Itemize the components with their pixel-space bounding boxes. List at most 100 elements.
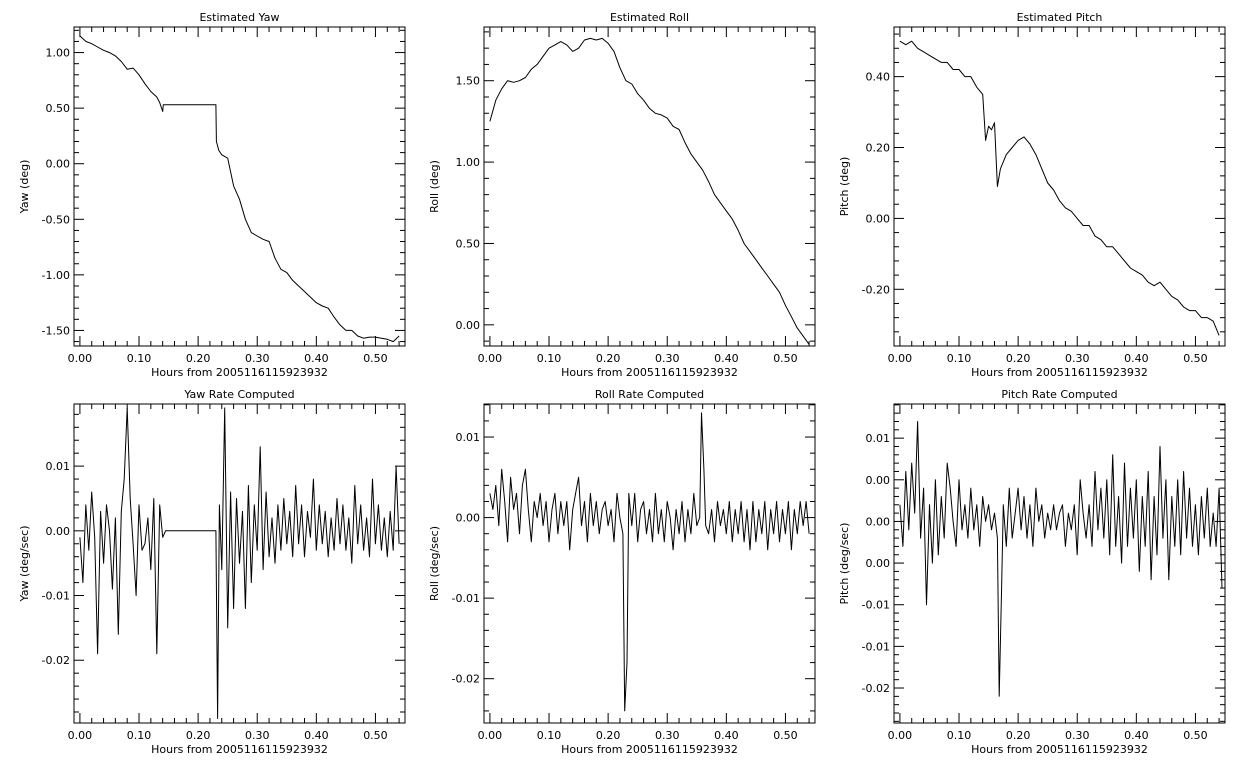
- estimated-yaw-x-tick-label: 0.40: [304, 352, 329, 365]
- estimated-pitch-y-tick-label: 0.00: [866, 212, 891, 225]
- estimated-yaw-series-line: [79, 35, 400, 343]
- estimated-pitch-x-tick-label: 0.20: [1006, 352, 1031, 365]
- roll-rate-y-tick-label: -0.01: [452, 592, 480, 605]
- yaw-rate-x-tick-label: 0.50: [363, 729, 388, 742]
- pitch-rate-plot-frame: [893, 403, 1226, 724]
- estimated-roll-y-tick-label: 1.50: [456, 75, 481, 88]
- estimated-roll-x-tick-label: 0.50: [773, 352, 798, 365]
- estimated-yaw-x-tick-label: 0.50: [363, 352, 388, 365]
- roll-rate-plot-frame: [483, 403, 816, 724]
- estimated-roll-plot-frame: [483, 26, 816, 347]
- estimated-yaw-x-axis-label: Hours from 2005116115923932: [151, 366, 328, 379]
- estimated-pitch-x-tick-label: 0.50: [1183, 352, 1208, 365]
- yaw-rate-y-axis-label: Yaw (deg/sec): [18, 525, 31, 602]
- yaw-rate-x-tick-label: 0.40: [304, 729, 329, 742]
- yaw-rate-plot-frame: [73, 403, 406, 724]
- yaw-rate-x-tick-label: 0.10: [127, 729, 152, 742]
- estimated-pitch-plot-frame: [893, 26, 1226, 347]
- roll-rate-y-tick-label: 0.01: [456, 431, 481, 444]
- yaw-rate-x-tick-label: 0.20: [186, 729, 211, 742]
- roll-rate-x-tick-label: 0.20: [596, 729, 621, 742]
- pitch-rate-y-tick-label: -0.01: [862, 640, 890, 653]
- estimated-yaw-y-tick-label: 0.50: [46, 102, 71, 115]
- estimated-yaw-y-tick-label: -1.50: [42, 324, 70, 337]
- pitch-rate-x-tick-label: 0.30: [1065, 729, 1090, 742]
- roll-rate-x-tick-label: 0.50: [773, 729, 798, 742]
- roll-rate-x-axis-label: Hours from 2005116115923932: [561, 743, 738, 756]
- estimated-yaw-y-tick-label: 0.00: [46, 158, 71, 171]
- pitch-rate-y-tick-label: -0.01: [862, 599, 890, 612]
- yaw-rate-y-tick-label: 0.00: [46, 525, 71, 538]
- estimated-roll-x-tick-label: 0.20: [596, 352, 621, 365]
- estimated-roll-x-axis-label: Hours from 2005116115923932: [561, 366, 738, 379]
- yaw-rate-chart: Yaw Rate Computed Hours from 200511611592…: [18, 388, 406, 756]
- roll-rate-x-tick-label: 0.40: [714, 729, 739, 742]
- roll-rate-chart: Roll Rate Computed Hours from 20051161159…: [428, 388, 816, 756]
- yaw-rate-series-line: [79, 407, 400, 719]
- estimated-pitch-x-axis-label: Hours from 2005116115923932: [971, 366, 1148, 379]
- yaw-rate-y-tick-label: -0.02: [42, 654, 70, 667]
- estimated-roll-x-tick-label: 0.30: [655, 352, 680, 365]
- estimated-pitch-chart: Estimated Pitch Hours from 20051161159239…: [838, 11, 1226, 379]
- yaw-rate-y-tick-label: -0.01: [42, 590, 70, 603]
- estimated-yaw-x-tick-label: 0.20: [186, 352, 211, 365]
- roll-rate-x-tick-label: 0.30: [655, 729, 680, 742]
- estimated-yaw-title: Estimated Yaw: [199, 11, 279, 24]
- estimated-yaw-y-tick-label: -0.50: [42, 213, 70, 226]
- roll-rate-title: Roll Rate Computed: [595, 388, 704, 401]
- estimated-yaw-plot-frame: [73, 26, 406, 347]
- estimated-roll-y-tick-label: 0.00: [456, 319, 481, 332]
- yaw-rate-x-tick-label: 0.00: [68, 729, 93, 742]
- yaw-rate-y-tick-label: 0.01: [46, 460, 71, 473]
- estimated-yaw-y-tick-label: 1.00: [46, 47, 71, 60]
- roll-rate-y-tick-label: -0.02: [452, 673, 480, 686]
- estimated-pitch-x-tick-label: 0.10: [947, 352, 972, 365]
- pitch-rate-x-tick-label: 0.50: [1183, 729, 1208, 742]
- yaw-rate-title: Yaw Rate Computed: [183, 388, 294, 401]
- estimated-yaw-x-tick-label: 0.30: [245, 352, 270, 365]
- estimated-yaw-y-axis-label: Yaw (deg): [18, 160, 31, 215]
- roll-rate-x-tick-label: 0.10: [537, 729, 562, 742]
- estimated-yaw-chart: Estimated Yaw Hours from 2005116115923932…: [18, 11, 406, 379]
- estimated-yaw-y-tick-label: -1.00: [42, 269, 70, 282]
- pitch-rate-x-tick-label: 0.10: [947, 729, 972, 742]
- estimated-roll-y-axis-label: Roll (deg): [428, 160, 441, 213]
- estimated-pitch-x-tick-label: 0.40: [1124, 352, 1149, 365]
- estimated-pitch-series-line: [899, 40, 1220, 336]
- pitch-rate-x-axis-label: Hours from 2005116115923932: [971, 743, 1148, 756]
- pitch-rate-y-tick-label: 0.00: [866, 557, 891, 570]
- estimated-roll-y-tick-label: 1.00: [456, 156, 481, 169]
- estimated-pitch-y-tick-label: 0.40: [866, 71, 891, 84]
- estimated-roll-y-tick-label: 0.50: [456, 237, 481, 250]
- pitch-rate-x-tick-label: 0.20: [1006, 729, 1031, 742]
- yaw-rate-x-axis-label: Hours from 2005116115923932: [151, 743, 328, 756]
- pitch-rate-y-tick-label: 0.01: [866, 432, 891, 445]
- estimated-pitch-title: Estimated Pitch: [1017, 11, 1103, 24]
- pitch-rate-y-tick-label: 0.00: [866, 515, 891, 528]
- estimated-yaw-x-tick-label: 0.10: [127, 352, 152, 365]
- estimated-pitch-y-tick-label: -0.20: [862, 283, 890, 296]
- pitch-rate-x-tick-label: 0.40: [1124, 729, 1149, 742]
- pitch-rate-series-line: [899, 421, 1223, 697]
- pitch-rate-title: Pitch Rate Computed: [1001, 388, 1117, 401]
- roll-rate-series-line: [489, 412, 810, 712]
- yaw-rate-x-tick-label: 0.30: [245, 729, 270, 742]
- pitch-rate-y-axis-label: Pitch (deg/sec): [838, 523, 851, 605]
- estimated-pitch-x-tick-label: 0.30: [1065, 352, 1090, 365]
- estimated-yaw-x-tick-label: 0.00: [68, 352, 93, 365]
- estimated-pitch-y-tick-label: 0.20: [866, 142, 891, 155]
- roll-rate-y-tick-label: 0.00: [456, 512, 481, 525]
- estimated-pitch-x-tick-label: 0.00: [888, 352, 913, 365]
- pitch-rate-chart: Pitch Rate Computed Hours from 2005116115…: [838, 388, 1226, 756]
- roll-rate-y-axis-label: Roll (deg/sec): [428, 526, 441, 601]
- roll-rate-x-tick-label: 0.00: [478, 729, 503, 742]
- estimated-roll-x-tick-label: 0.00: [478, 352, 503, 365]
- estimated-roll-title: Estimated Roll: [610, 11, 689, 24]
- estimated-roll-x-tick-label: 0.10: [537, 352, 562, 365]
- estimated-roll-x-tick-label: 0.40: [714, 352, 739, 365]
- estimated-pitch-y-axis-label: Pitch (deg): [838, 157, 851, 217]
- pitch-rate-y-tick-label: 0.00: [866, 474, 891, 487]
- estimated-roll-series-line: [489, 37, 810, 345]
- estimated-roll-chart: Estimated Roll Hours from 200511611592393…: [428, 11, 816, 379]
